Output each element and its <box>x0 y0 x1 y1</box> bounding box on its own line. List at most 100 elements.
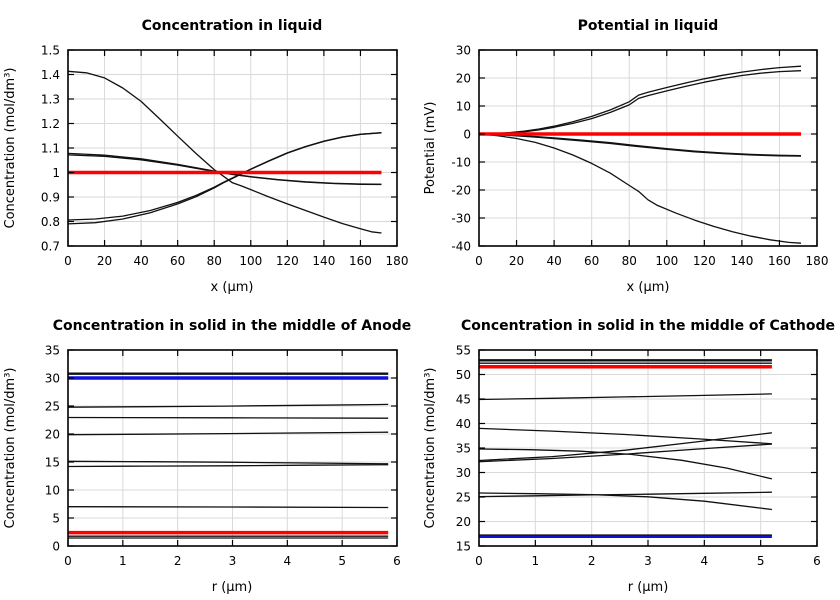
y-tick-label: 50 <box>456 368 471 382</box>
x-tick-label: 4 <box>284 554 292 568</box>
x-tick-label: 3 <box>229 554 237 568</box>
concentration-in-liquid-chart: Concentration in liquid Concentration (m… <box>3 18 409 295</box>
y-tick-label: 1.1 <box>41 142 60 156</box>
y-axis-label: Concentration (mol/dm³) <box>3 368 18 529</box>
series-line-black <box>67 70 382 234</box>
x-tick-label: 6 <box>813 554 821 568</box>
series-line-black <box>478 133 802 157</box>
plot-area: 0 20 40 60 80 100 120 140 160 180 -40 -30 -20 -10 0 10 2… <box>451 44 828 269</box>
series-line-black <box>67 416 389 419</box>
y-tick-label: 1.3 <box>41 93 60 107</box>
series-line-black <box>478 432 772 462</box>
x-tick-label: 80 <box>622 254 637 268</box>
y-axis-label: Concentration (mol/dm³) <box>423 368 438 529</box>
y-tick-label: 1 <box>52 166 60 180</box>
x-tick-label: 20 <box>509 254 524 268</box>
chart-title: Concentration in solid in the middle of … <box>461 318 835 334</box>
x-tick-label: 120 <box>693 254 716 268</box>
x-tick-label: 60 <box>584 254 599 268</box>
plot-frame <box>478 49 818 247</box>
concentration-solid-cathode-chart: Concentration in solid in the middle of … <box>423 318 835 595</box>
y-tick-label: 15 <box>456 540 471 554</box>
x-tick-label: 60 <box>170 254 185 268</box>
y-tick-label: 0.8 <box>41 215 60 229</box>
series-line-black <box>478 65 802 135</box>
y-tick-label: 20 <box>456 515 471 529</box>
series-line-black <box>67 431 389 436</box>
potential-in-liquid-chart: Potential in liquid Potential (mV) x (µm… <box>423 18 828 295</box>
y-tick-label: 30 <box>45 372 60 386</box>
plot-area: 0 20 40 60 80 100 120 140 160 180 0.7 0.8 0.9 1 1.1 1.2… <box>41 44 409 269</box>
x-axis-label: r (µm) <box>212 580 253 595</box>
x-tick-label: 2 <box>174 554 182 568</box>
series-line-black <box>67 132 382 225</box>
y-tick-label: 45 <box>456 393 471 407</box>
x-tick-label: 4 <box>701 554 709 568</box>
series-line-black <box>67 131 382 221</box>
y-axis-label: Concentration (mol/dm³) <box>3 68 18 229</box>
y-tick-label: 5 <box>52 512 60 526</box>
concentration-solid-anode-chart: Concentration in solid in the middle of … <box>3 318 411 595</box>
series-line-black <box>478 491 772 498</box>
x-tick-label: 160 <box>349 254 372 268</box>
y-axis-label: Potential (mV) <box>423 102 438 195</box>
y-tick-label: -30 <box>451 212 471 226</box>
series-line-black <box>67 152 382 185</box>
x-axis-label: x (µm) <box>211 280 254 295</box>
y-tick-label: 10 <box>45 484 60 498</box>
x-tick-label: 1 <box>532 554 540 568</box>
x-tick-label: 1 <box>119 554 127 568</box>
x-tick-label: 100 <box>239 254 262 268</box>
x-tick-label: 3 <box>644 554 652 568</box>
y-tick-label: 20 <box>45 428 60 442</box>
x-axis-label: x (µm) <box>627 280 670 295</box>
y-tick-label: 0 <box>52 540 60 554</box>
chart-title: Concentration in solid in the middle of … <box>53 318 411 334</box>
chart-cell-concentration-solid-anode: Concentration in solid in the middle of … <box>0 300 420 600</box>
series-line-black <box>478 133 802 157</box>
series-line-black <box>478 133 802 244</box>
chart-title: Potential in liquid <box>578 18 719 34</box>
y-tick-label: 20 <box>456 72 471 86</box>
y-tick-label: 1.5 <box>41 44 60 58</box>
x-tick-label: 160 <box>768 254 791 268</box>
x-tick-label: 0 <box>64 254 72 268</box>
plot-area: 0 1 2 3 4 5 6 0 5 10 15 20 25 30 35 <box>45 344 401 569</box>
y-tick-label: 40 <box>456 417 471 431</box>
x-tick-label: 0 <box>64 554 72 568</box>
x-tick-label: 140 <box>312 254 335 268</box>
x-tick-label: 120 <box>276 254 299 268</box>
series-line-black <box>478 427 772 445</box>
y-tick-label: 55 <box>456 344 471 358</box>
x-tick-label: 5 <box>338 554 346 568</box>
x-tick-label: 6 <box>393 554 401 568</box>
series-line-black <box>67 464 389 468</box>
y-tick-label: 0 <box>463 128 471 142</box>
x-tick-label: 180 <box>386 254 409 268</box>
series-line-black <box>478 443 772 463</box>
x-tick-label: 80 <box>207 254 222 268</box>
x-tick-label: 2 <box>588 554 596 568</box>
y-tick-label: 30 <box>456 466 471 480</box>
x-tick-label: 180 <box>806 254 829 268</box>
chart-cell-potential-liquid: Potential in liquid Potential (mV) x (µm… <box>420 0 840 300</box>
y-tick-label: 25 <box>456 491 471 505</box>
x-tick-label: 20 <box>97 254 112 268</box>
x-tick-label: 100 <box>655 254 678 268</box>
y-tick-label: -40 <box>451 240 471 254</box>
y-tick-label: 10 <box>456 100 471 114</box>
series-line-black <box>478 70 802 135</box>
y-tick-label: 1.4 <box>41 68 60 82</box>
series-line-black <box>478 492 772 511</box>
series-line-black <box>478 393 772 401</box>
x-tick-label: 5 <box>757 554 765 568</box>
chart-cell-concentration-liquid: Concentration in liquid Concentration (m… <box>0 0 420 300</box>
x-tick-label: 0 <box>475 554 483 568</box>
series-line-black <box>67 506 389 509</box>
y-tick-label: 30 <box>456 44 471 58</box>
series-line-black <box>478 448 773 480</box>
series-line-black <box>67 403 389 408</box>
y-tick-label: 15 <box>45 456 60 470</box>
x-tick-label: 0 <box>475 254 483 268</box>
